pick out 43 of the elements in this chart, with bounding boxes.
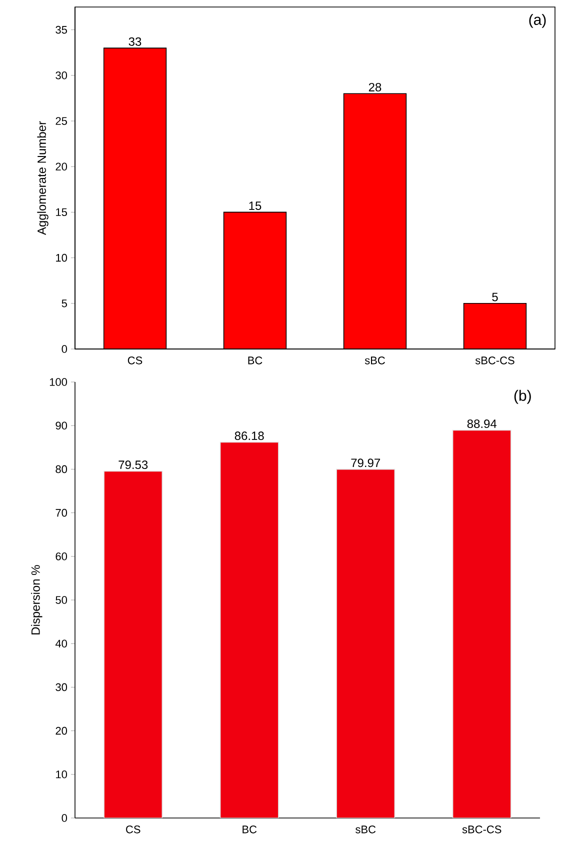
x-tick-label: sBC [364,356,385,364]
data-label: 28 [368,82,382,92]
bar [336,468,396,818]
y-tick-label: 50 [56,596,68,604]
data-label: 33 [128,37,142,46]
annotation: (b) [514,390,531,404]
y-tick-label: 5 [62,300,67,308]
x-tick-label: CS [128,356,142,364]
data-label: 79.97 [351,458,380,468]
annotation: (a) [529,14,546,28]
y-tick-label: 20 [56,726,68,735]
y-tick-label: 15 [56,208,67,216]
y-tick-label: 40 [55,640,68,648]
data-label: 86.18 [234,432,264,440]
data-label: 79.53 [118,460,148,470]
x-tick-label: sBC-CS [462,826,502,834]
bar [104,470,163,818]
x-tick-label: sBC-CS [475,356,514,364]
y-tick-label: 0 [62,345,68,353]
data-label: 5 [492,292,498,302]
y-tick-label: 60 [56,552,68,560]
bar [452,430,512,818]
data-label: 88.94 [467,420,497,428]
x-tick-label: sBC [356,826,376,834]
y-tick-label: 70 [56,508,68,517]
y-tick-label: 90 [56,422,68,430]
bar [220,442,279,818]
y-tick-label: 10 [56,254,68,262]
y-tick-label: 30 [56,683,68,692]
y-axis-title: Agglomerate Number [37,121,48,236]
x-tick-label: BC [248,356,262,364]
y-tick-label: 0 [62,814,68,822]
y-tick-label: 10 [56,770,68,778]
x-tick-label: CS [126,826,140,834]
y-tick-label: 35 [56,26,67,34]
y-tick-label: 20 [56,162,68,170]
y-tick-label: 30 [56,72,68,80]
x-tick-label: BC [242,826,257,834]
y-axis-title: Dispersion % [31,565,42,634]
y-tick-label: 100 [50,378,68,386]
y-tick-label: 80 [56,465,68,474]
y-tick-label: 25 [56,117,67,125]
data-label: 15 [249,202,262,210]
